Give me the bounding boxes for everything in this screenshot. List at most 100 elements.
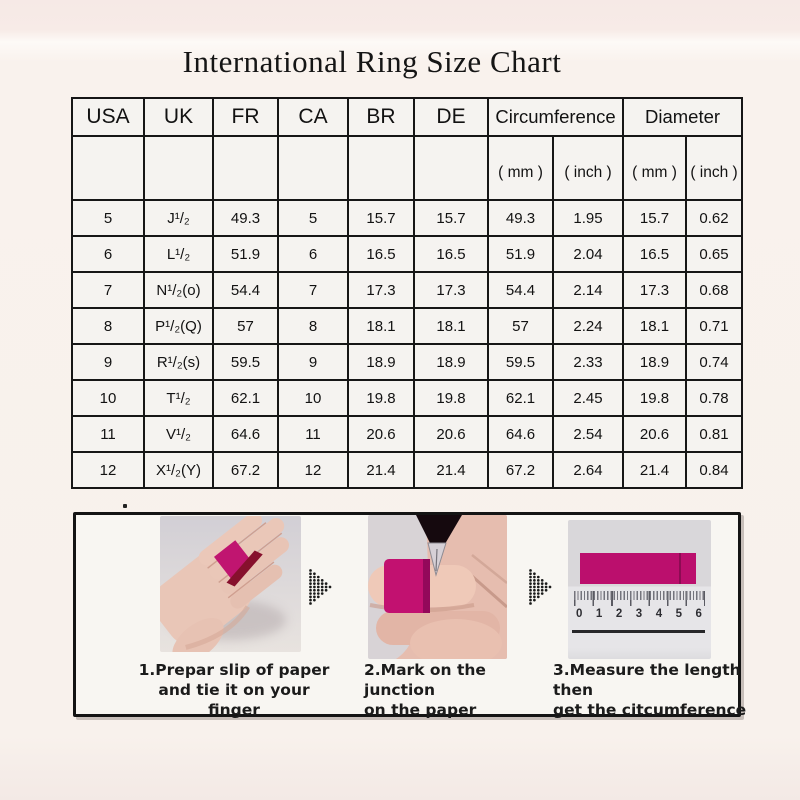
table-cell: P¹/₂(Q) xyxy=(143,307,214,345)
table-row: 7 N¹/₂(o) 54.4 7 17.3 17.3 54.4 2.14 17.3 0.68 xyxy=(71,271,744,309)
table-cell: J¹/₂ xyxy=(143,199,214,237)
table-cell: 10 xyxy=(71,379,145,417)
table-cell: 16.5 xyxy=(622,235,688,273)
step2-caption-line1: 2.Mark on the junction xyxy=(364,661,486,699)
col-header-ca: CA xyxy=(277,97,349,137)
table-cell: 19.8 xyxy=(413,379,489,417)
ring-size-table-body: 5 J¹/₂ 49.3 5 15.7 15.7 49.3 1.95 15.7 0.62 6 L¹/₂ 5… xyxy=(71,199,744,489)
table-cell: 18.9 xyxy=(413,343,489,381)
table-cell: 2.24 xyxy=(551,307,625,345)
table-cell: 21.4 xyxy=(347,451,415,489)
table-cell: 6 xyxy=(71,235,145,273)
empty-cell xyxy=(347,135,415,201)
table-cell: 18.1 xyxy=(413,307,489,345)
table-row: 8 P¹/₂(Q) 57 8 18.1 18.1 57 2.24 18.1 0.71 xyxy=(71,307,744,345)
table-cell: 21.4 xyxy=(622,451,688,489)
table-cell: 59.5 xyxy=(487,343,554,381)
table-cell: 9 xyxy=(277,343,349,381)
table-cell: 16.5 xyxy=(347,235,415,273)
hand-with-paper-slip-image xyxy=(160,516,301,652)
table-cell: 64.6 xyxy=(212,415,279,453)
ruler-number: 6 xyxy=(695,608,702,620)
table-cell: V¹/₂ xyxy=(143,415,214,453)
table-cell: 67.2 xyxy=(212,451,279,489)
table-cell: 12 xyxy=(71,451,145,489)
ruler-minor-ticks xyxy=(574,591,705,600)
table-cell: 17.3 xyxy=(413,271,489,309)
table-cell: 0.68 xyxy=(685,271,744,309)
table-row: 6 L¹/₂ 51.9 6 16.5 16.5 51.9 2.04 16.5 0.65 xyxy=(71,235,744,273)
table-cell: 62.1 xyxy=(487,379,554,417)
table-cell: 5 xyxy=(277,199,349,237)
table-cell: 7 xyxy=(277,271,349,309)
table-cell: 49.3 xyxy=(212,199,279,237)
ruler-number: 3 xyxy=(635,608,643,620)
table-cell: 2.45 xyxy=(551,379,625,417)
table-cell: 15.7 xyxy=(347,199,415,237)
step2-caption-line2: on the paper xyxy=(364,700,477,719)
col-header-br: BR xyxy=(347,97,415,137)
ruler-number: 1 xyxy=(595,608,603,620)
unit-header-circumference-mm: ( mm ) xyxy=(487,135,554,201)
table-cell: 2.64 xyxy=(551,451,625,489)
table-cell: 18.1 xyxy=(347,307,415,345)
table-cell: 20.6 xyxy=(347,415,415,453)
table-cell: 19.8 xyxy=(347,379,415,417)
table-row: 12 X¹/₂(Y) 67.2 12 21.4 21.4 67.2 2.64 21.4 0.84 xyxy=(71,451,744,489)
page-title: International Ring Size Chart xyxy=(182,44,562,79)
table-cell: 67.2 xyxy=(487,451,554,489)
table-cell: 54.4 xyxy=(212,271,279,309)
table-cell: 18.1 xyxy=(622,307,688,345)
table-cell: 10 xyxy=(277,379,349,417)
table-cell: 51.9 xyxy=(212,235,279,273)
table-cell: 11 xyxy=(71,415,145,453)
table-cell: 0.71 xyxy=(685,307,744,345)
table-cell: 2.14 xyxy=(551,271,625,309)
table-cell: 16.5 xyxy=(413,235,489,273)
table-cell: 2.33 xyxy=(551,343,625,381)
table-cell: 5 xyxy=(71,199,145,237)
table-cell: 0.65 xyxy=(685,235,744,273)
step2-caption: 2.Mark on the junction on the paper xyxy=(364,661,554,720)
table-cell: 20.6 xyxy=(413,415,489,453)
step3-caption-line2: get the citcumference xyxy=(553,700,747,719)
ruler-number: 5 xyxy=(675,608,683,620)
col-header-uk: UK xyxy=(143,97,214,137)
table-cell: 18.9 xyxy=(622,343,688,381)
table-cell: 0.81 xyxy=(685,415,744,453)
table-row: 11 V¹/₂ 64.6 11 20.6 20.6 64.6 2.54 20.6 0.81 xyxy=(71,415,744,453)
dotted-arrow-icon xyxy=(309,569,332,605)
ruler-number: 2 xyxy=(615,608,623,620)
empty-cell xyxy=(212,135,279,201)
table-cell: 2.04 xyxy=(551,235,625,273)
step1-photo xyxy=(160,516,301,652)
table-row: 5 J¹/₂ 49.3 5 15.7 15.7 49.3 1.95 15.7 0.62 xyxy=(71,199,744,237)
table-cell: 8 xyxy=(71,307,145,345)
ring-size-table: USA UK FR CA BR DE Circumference Diamete… xyxy=(71,97,744,489)
table-cell: 6 xyxy=(277,235,349,273)
ruler-number: 0 xyxy=(576,608,583,620)
stray-dot xyxy=(123,504,127,508)
ruler-edge-line xyxy=(572,630,705,633)
table-row: 10 T¹/₂ 62.1 10 19.8 19.8 62.1 2.45 19.8 0.78 xyxy=(71,379,744,417)
table-cell: 11 xyxy=(277,415,349,453)
table-cell: 54.4 xyxy=(487,271,554,309)
table-cell: 8 xyxy=(277,307,349,345)
col-header-de: DE xyxy=(413,97,489,137)
table-cell: 0.74 xyxy=(685,343,744,381)
col-header-circumference: Circumference xyxy=(486,97,625,137)
table-cell: 59.5 xyxy=(212,343,279,381)
empty-cell xyxy=(71,135,145,201)
step1-caption: 1.Prepar slip of paper and tie it on you… xyxy=(134,661,334,720)
mark-junction-image xyxy=(368,515,507,659)
paper-strip xyxy=(580,553,696,584)
table-cell: 15.7 xyxy=(413,199,489,237)
empty-cell xyxy=(413,135,489,201)
dotted-arrow-icon xyxy=(529,569,552,605)
table-cell: X¹/₂(Y) xyxy=(143,451,214,489)
table-unit-row: ( mm ) ( inch ) ( mm ) ( inch ) xyxy=(71,135,744,201)
table-cell: 12 xyxy=(277,451,349,489)
